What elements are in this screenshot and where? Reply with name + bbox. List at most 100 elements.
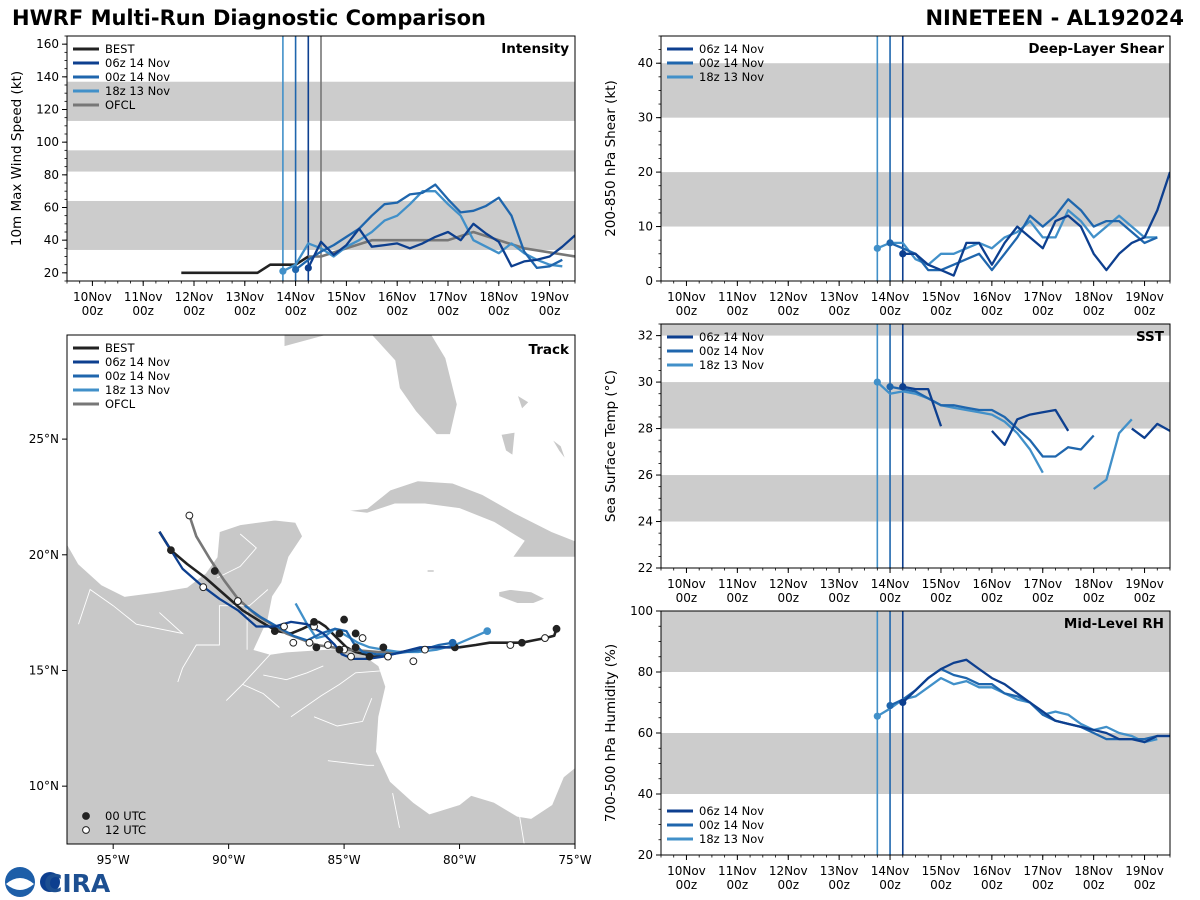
shear-x-tick-hour: 00z: [1134, 304, 1156, 318]
shear-y-tick-label: 40: [638, 56, 653, 70]
shear-x-tick-day: 16Nov: [972, 290, 1011, 304]
cira-logo: CIRA: [5, 867, 111, 898]
intensity-line-18z-13-nov: [282, 190, 563, 273]
intensity-x-tick-hour: 00z: [183, 304, 205, 318]
intensity-y-tick-label: 120: [36, 103, 59, 117]
shear-x-tick-hour: 00z: [1032, 304, 1054, 318]
sst-series: [873, 378, 1170, 490]
shear-x-tick-day: 18Nov: [1074, 290, 1113, 304]
shear-init-point-06z-14-nov: [899, 250, 907, 258]
shear-legend-label-06z-14-nov: 06z 14 Nov: [699, 42, 764, 56]
rh-y-tick-label: 80: [638, 665, 653, 679]
rh-bands: [661, 611, 1170, 794]
track-position-marker: [280, 622, 288, 631]
rh-x-tick-day: 18Nov: [1074, 864, 1113, 878]
shear-x-tick-hour: 00z: [930, 304, 952, 318]
track-position-marker: [324, 641, 332, 649]
shear-y-axis: 0 10 20 30 40 200-850 hPa Shear (kt): [603, 35, 661, 288]
land-cuba: [346, 480, 575, 558]
track-y-tick-label: 25°N: [29, 432, 59, 446]
rh-y-tick-label: 60: [638, 726, 653, 740]
track-y-tick-label: 15°N: [29, 663, 59, 677]
intensity-line-best: [181, 255, 310, 275]
intensity-x-tick-hour: 00z: [437, 304, 459, 318]
shear-y-tick-label: 30: [638, 111, 653, 125]
sst-x-tick-day: 18Nov: [1074, 577, 1113, 591]
track-position-marker: [517, 638, 526, 647]
rh-y-axis: 20 40 60 80 100 700-500 hPa Humidity (%): [603, 604, 661, 862]
track-position-marker: [358, 634, 367, 642]
shear-x-tick-day: 13Nov: [820, 290, 859, 304]
intensity-x-tick-day: 14Nov: [276, 290, 315, 304]
rh-init-point-00z-14-nov: [886, 701, 894, 710]
intensity-x-tick-hour: 00z: [82, 304, 104, 318]
track-position-marker: [335, 645, 344, 654]
sst-x-tick-day: 19Nov: [1125, 577, 1164, 591]
border-guatemala-honduras: [242, 653, 271, 685]
rh-legend-label-00z-14-nov: 00z 14 Nov: [699, 818, 764, 832]
track-position-marker: [340, 615, 348, 624]
intensity-x-tick-hour: 00z: [488, 304, 510, 318]
track-line-00z-14-nov: [244, 604, 453, 656]
rh-x-tick-hour: 00z: [727, 878, 749, 892]
shear-line-06z-14-nov: [902, 171, 1170, 277]
rh-series: [873, 658, 1170, 744]
rh-x-tick-day: 10Nov: [667, 864, 706, 878]
intensity-legend-label-18z-13-nov: 18z 13 Nov: [105, 84, 170, 98]
shear-x-tick-day: 12Nov: [769, 290, 808, 304]
sst-line-06z-14-nov-seg2: [1131, 422, 1170, 440]
rh-x-tick-day: 11Nov: [718, 864, 757, 878]
intensity-panel: 20 40 60 80 100 120 140 160 10m Max Wind Speed (…: [9, 35, 576, 318]
shear-x-tick-day: 17Nov: [1023, 290, 1062, 304]
rh-x-axis: 10Nov00z11Nov00z12Nov00z13Nov00z14Nov00z…: [660, 855, 1171, 892]
track-x-tick-label: 75°W: [558, 853, 591, 867]
shear-x-tick-hour: 00z: [828, 304, 850, 318]
intensity-y-tick-label: 80: [44, 168, 59, 182]
intensity-y-tick-label: 100: [36, 135, 59, 149]
intensity-init-point-06z-14-nov: [304, 264, 312, 272]
sst-x-tick-day: 17Nov: [1023, 577, 1062, 591]
land-jamaica: [498, 589, 546, 604]
track-legend-label-18z-13-nov: 18z 13 Nov: [105, 383, 170, 397]
page-title: HWRF Multi-Run Diagnostic Comparison: [12, 6, 487, 30]
shear-x-tick-hour: 00z: [676, 304, 698, 318]
rh-x-tick-hour: 00z: [1032, 878, 1054, 892]
intensity-x-tick-day: 13Nov: [225, 290, 264, 304]
track-position-marker: [421, 645, 429, 654]
sst-legend-label-06z-14-nov: 06z 14 Nov: [699, 330, 764, 344]
track-position-marker: [199, 583, 208, 592]
sst-y-tick-label: 32: [638, 329, 653, 343]
shear-x-tick-day: 14Nov: [871, 290, 910, 304]
rh-panel-title: Mid-Level RH: [1064, 616, 1164, 632]
shear-x-tick-day: 19Nov: [1125, 290, 1164, 304]
shear-y-tick-label: 0: [645, 274, 653, 288]
track-x-tick-label: 90°W: [212, 853, 245, 867]
sst-y-tick-label: 30: [638, 375, 653, 389]
intensity-x-tick-day: 12Nov: [175, 290, 214, 304]
intensity-legend-label-ofcl: OFCL: [105, 98, 136, 112]
track-x-tick-label: 95°W: [97, 853, 130, 867]
track-marker-legend-label: 12 UTC: [105, 823, 146, 837]
shear-x-tick-day: 11Nov: [718, 290, 757, 304]
intensity-y-tick-label: 160: [36, 37, 59, 51]
intensity-x-tick-hour: 00z: [132, 304, 154, 318]
intensity-y-axis: 20 40 60 80 100 120 140 160 10m Max Wind Speed (…: [9, 35, 67, 282]
rh-x-tick-day: 12Nov: [769, 864, 808, 878]
land-andros: [500, 431, 516, 456]
sst-y-axis-label: Sea Surface Temp (°C): [603, 370, 619, 522]
track-position-marker: [167, 546, 175, 555]
border-nicaragua-costa-rica: [327, 760, 375, 766]
shear-series: [873, 171, 1170, 277]
sst-line-06z-14-nov-seg1: [991, 408, 1070, 446]
border-mexico-guatemala: [177, 589, 269, 683]
track-position-marker: [448, 638, 457, 647]
intensity-line-00z-14-nov: [294, 183, 563, 271]
track-position-marker: [185, 511, 194, 520]
shear-x-tick-hour: 00z: [1083, 304, 1105, 318]
shear-y-tick-label: 20: [638, 165, 653, 179]
